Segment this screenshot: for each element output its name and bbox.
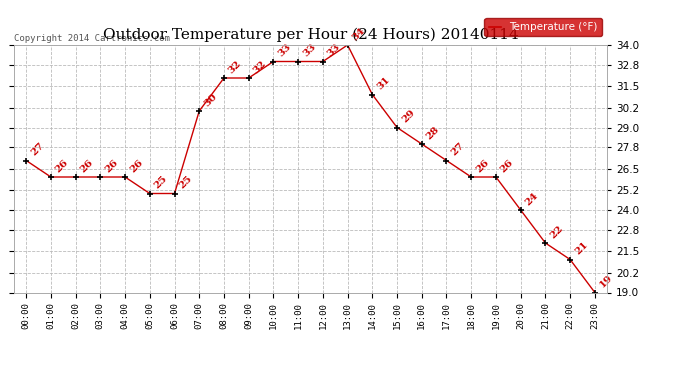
Text: 26: 26 — [128, 158, 144, 174]
Text: 28: 28 — [424, 125, 441, 141]
Legend: Temperature (°F): Temperature (°F) — [484, 18, 602, 36]
Text: 32: 32 — [227, 59, 244, 75]
Text: 29: 29 — [400, 108, 416, 125]
Text: 33: 33 — [326, 42, 342, 59]
Text: 27: 27 — [29, 141, 46, 158]
Text: 26: 26 — [103, 158, 120, 174]
Text: 30: 30 — [202, 92, 219, 108]
Text: 26: 26 — [499, 158, 515, 174]
Text: 26: 26 — [54, 158, 70, 174]
Text: Copyright 2014 Cartronics.com: Copyright 2014 Cartronics.com — [14, 33, 170, 42]
Text: 34: 34 — [351, 26, 367, 42]
Text: 33: 33 — [276, 42, 293, 59]
Text: 21: 21 — [573, 240, 589, 257]
Text: 33: 33 — [301, 42, 317, 59]
Text: 26: 26 — [79, 158, 95, 174]
Text: 32: 32 — [251, 59, 268, 75]
Title: Outdoor Temperature per Hour (24 Hours) 20140114: Outdoor Temperature per Hour (24 Hours) … — [103, 28, 518, 42]
Text: 24: 24 — [524, 191, 540, 207]
Text: 25: 25 — [177, 174, 194, 191]
Text: 27: 27 — [449, 141, 466, 158]
Text: 19: 19 — [598, 273, 614, 290]
Text: 22: 22 — [548, 224, 565, 240]
Text: 31: 31 — [375, 75, 392, 92]
Text: 25: 25 — [152, 174, 169, 191]
Text: 26: 26 — [474, 158, 491, 174]
